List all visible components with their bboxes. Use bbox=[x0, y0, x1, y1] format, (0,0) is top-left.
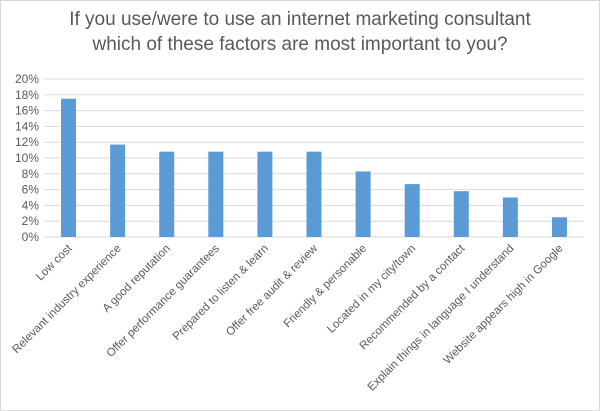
y-tick-label: 12% bbox=[15, 135, 39, 149]
y-tick-label: 2% bbox=[22, 214, 40, 228]
y-tick-label: 0% bbox=[22, 230, 40, 244]
x-tick-label: Offer free audit & review bbox=[224, 242, 321, 339]
x-tick-label: Located in my city/town bbox=[325, 243, 418, 336]
y-tick-label: 8% bbox=[22, 167, 40, 181]
y-tick-label: 6% bbox=[22, 183, 40, 197]
bar bbox=[453, 191, 469, 237]
bar bbox=[551, 217, 567, 237]
x-tick-label: Recommended by a contact bbox=[358, 242, 468, 352]
y-tick-label: 4% bbox=[22, 198, 40, 212]
x-tick-label: Friendly & personable bbox=[282, 243, 370, 331]
y-tick-label: 16% bbox=[15, 104, 39, 118]
bar bbox=[208, 151, 224, 237]
bar bbox=[257, 151, 273, 237]
bar bbox=[404, 184, 420, 237]
x-tick-label: Prepared to listen & learn bbox=[171, 243, 271, 343]
bar bbox=[502, 197, 518, 237]
y-tick-label: 20% bbox=[15, 72, 39, 86]
bar bbox=[61, 98, 77, 237]
bar bbox=[110, 144, 126, 237]
y-tick-label: 14% bbox=[15, 119, 39, 133]
chart-title-line-2: which of these factors are most importan… bbox=[92, 34, 508, 55]
chart-title-line-1: If you use/were to use an internet marke… bbox=[69, 9, 531, 30]
bar bbox=[355, 171, 371, 237]
bar bbox=[159, 151, 175, 237]
y-tick-label: 10% bbox=[15, 151, 39, 165]
x-tick-label: Low cost bbox=[34, 242, 75, 283]
bar bbox=[306, 151, 322, 237]
y-tick-label: 18% bbox=[15, 88, 39, 102]
